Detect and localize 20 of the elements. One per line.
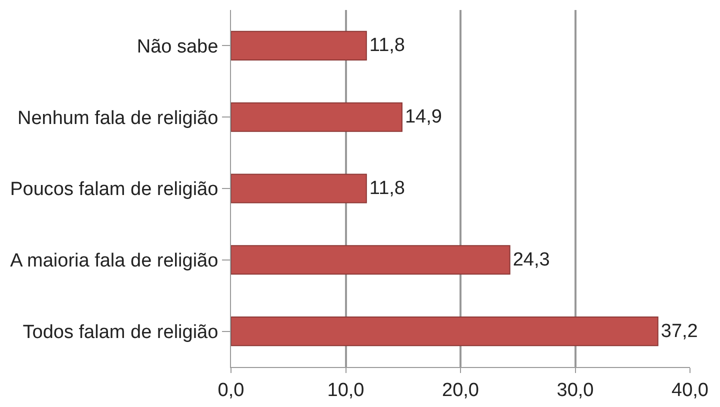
x-tick-label: 30,0 <box>556 380 594 401</box>
y-tick-label: Poucos falam de religião <box>10 179 218 200</box>
y-tick-label: A maioria fala de religião <box>10 250 218 272</box>
bar <box>231 174 367 204</box>
bar <box>231 102 402 132</box>
bar <box>231 245 510 275</box>
data-label: 11,8 <box>369 178 405 199</box>
y-tick-label: Nenhum fala de religião <box>18 108 218 129</box>
bar <box>231 30 367 60</box>
x-tick-label: 40,0 <box>672 380 708 401</box>
y-tick-label: Todos falam de religião <box>22 322 218 343</box>
data-label: 24,3 <box>512 249 550 270</box>
x-tick-label: 10,0 <box>327 380 364 401</box>
data-label: 14,9 <box>404 106 442 128</box>
data-label: 11,8 <box>369 35 405 56</box>
data-label: 37,2 <box>660 320 698 342</box>
bar <box>231 316 658 346</box>
x-tick-label: 20,0 <box>442 380 479 401</box>
x-tick-label: 0,0 <box>218 380 244 401</box>
y-tick-label: Não sabe <box>136 36 218 58</box>
